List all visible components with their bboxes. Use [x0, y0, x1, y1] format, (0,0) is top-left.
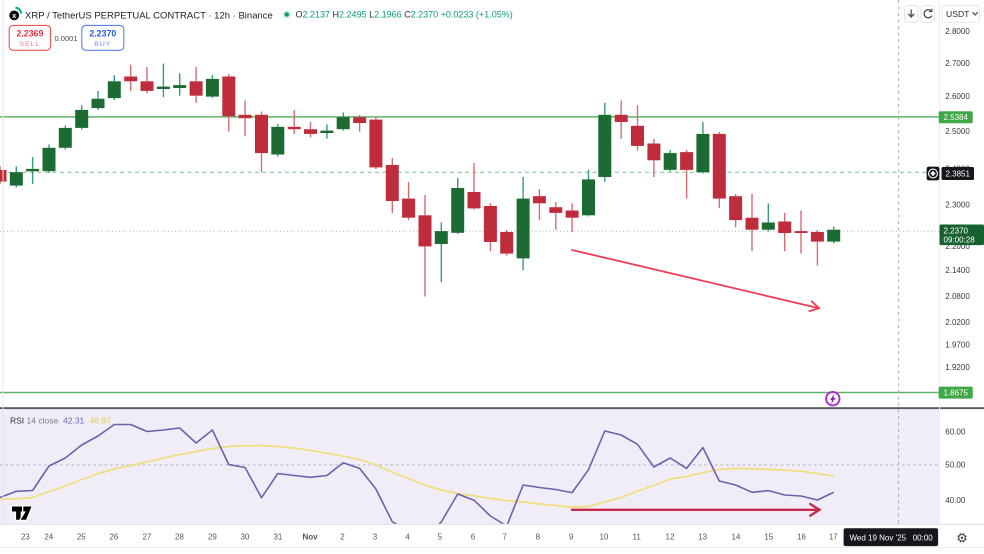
svg-text:O2.2137 H2.2495 L2.1966 C2.237: O2.2137 H2.2495 L2.1966 C2.2370 +0.0233 …: [296, 10, 513, 20]
svg-text:31: 31: [273, 533, 282, 542]
svg-text:2.3851: 2.3851: [945, 170, 970, 179]
svg-text:13: 13: [698, 533, 707, 542]
svg-text:15: 15: [764, 533, 773, 542]
svg-text:26: 26: [109, 533, 118, 542]
svg-text:2.5384: 2.5384: [943, 113, 968, 122]
svg-text:2: 2: [340, 533, 345, 542]
svg-text:50.00: 50.00: [945, 461, 966, 470]
svg-text:USDT: USDT: [946, 9, 970, 19]
svg-text:60.00: 60.00: [945, 428, 966, 437]
svg-text:2.3000: 2.3000: [945, 201, 970, 210]
svg-text:1.9200: 1.9200: [945, 363, 970, 372]
svg-text:2.5000: 2.5000: [945, 127, 970, 136]
svg-text:2.0200: 2.0200: [945, 318, 970, 327]
svg-text:7: 7: [502, 533, 507, 542]
svg-text:2.2370: 2.2370: [89, 28, 116, 38]
svg-text:RSI 14 close: RSI 14 close: [10, 415, 58, 425]
svg-text:SELL: SELL: [20, 41, 41, 48]
svg-text:25: 25: [77, 533, 86, 542]
svg-text:3: 3: [373, 533, 378, 542]
svg-text:10: 10: [599, 533, 608, 542]
svg-text:12: 12: [666, 533, 675, 542]
svg-text:16: 16: [797, 533, 806, 542]
svg-text:8: 8: [536, 533, 541, 542]
svg-text:XRP / TetherUS PERPETUAL CONTR: XRP / TetherUS PERPETUAL CONTRACT · 12h …: [25, 10, 273, 21]
svg-text:24: 24: [44, 533, 53, 542]
svg-text:2.7000: 2.7000: [945, 59, 970, 68]
svg-text:11: 11: [633, 533, 642, 542]
svg-text:9: 9: [569, 533, 574, 542]
svg-text:x: x: [12, 11, 17, 20]
svg-text:1.8675: 1.8675: [943, 389, 968, 398]
svg-text:2.2369: 2.2369: [16, 28, 43, 38]
svg-text:0.0001: 0.0001: [55, 34, 78, 43]
svg-text:4: 4: [405, 533, 410, 542]
svg-text:42.31: 42.31: [63, 415, 85, 425]
svg-text:46.97: 46.97: [90, 415, 112, 425]
svg-text:2.2000: 2.2000: [945, 242, 970, 251]
svg-text:29: 29: [208, 533, 217, 542]
svg-text:23: 23: [21, 533, 30, 542]
svg-text:6: 6: [471, 533, 476, 542]
svg-text:BUY: BUY: [94, 41, 111, 48]
svg-text:30: 30: [240, 533, 249, 542]
svg-text:28: 28: [175, 533, 184, 542]
svg-text:09:00:28: 09:00:28: [944, 235, 976, 244]
svg-text:40.00: 40.00: [945, 496, 966, 505]
svg-text:2.1400: 2.1400: [945, 266, 970, 275]
svg-text:2.6000: 2.6000: [945, 92, 970, 101]
svg-text:2.2370: 2.2370: [944, 226, 969, 235]
svg-text:14: 14: [732, 533, 741, 542]
svg-text:1.9700: 1.9700: [945, 340, 970, 349]
svg-text:5: 5: [438, 533, 443, 542]
svg-text:2.8000: 2.8000: [945, 27, 970, 36]
svg-text:27: 27: [142, 533, 151, 542]
svg-text:Wed 19 Nov '25 00:00: Wed 19 Nov '25 00:00: [850, 534, 934, 543]
svg-text:2.0800: 2.0800: [945, 292, 970, 301]
svg-text:17: 17: [829, 533, 838, 542]
svg-text:Nov: Nov: [302, 533, 318, 542]
